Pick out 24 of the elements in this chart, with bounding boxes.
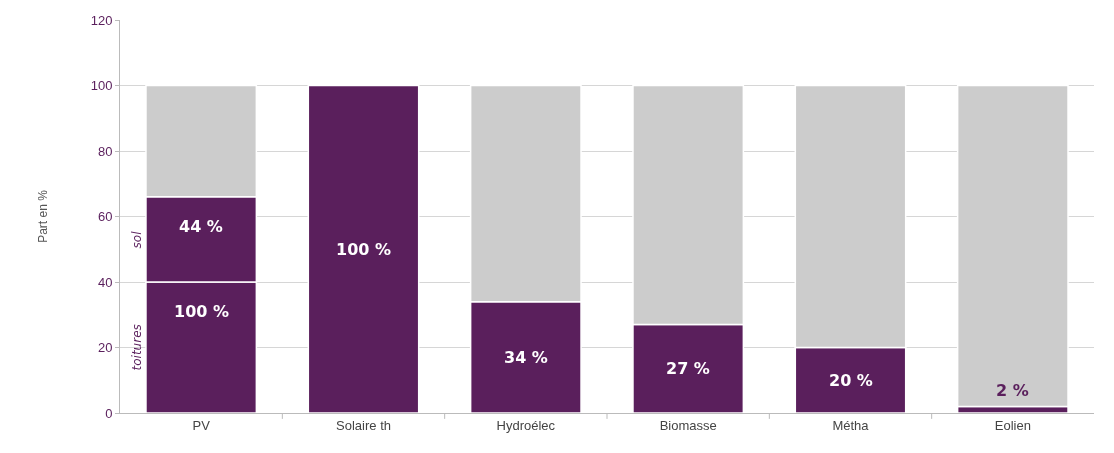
x-tick-label: Hydroélec [496,417,556,433]
x-tick-label: Solaire th [336,417,391,433]
y-tick-label: 40 [97,274,113,290]
y-tick-label: 0 [105,405,113,421]
text: sol [129,230,144,249]
data-label: 34 % [504,348,548,367]
y-tick-label: 60 [97,209,113,225]
x-tick-label: Métha [832,417,870,433]
x-tick-label: PV [192,417,211,433]
y-tick-label: 80 [97,143,113,159]
data-label: 27 % [666,359,710,378]
bar [307,84,420,413]
annotation: 44 % [179,217,223,236]
x-tick-label: Biomasse [659,417,717,433]
data-label: 2 % [996,381,1029,400]
y-tick-label: 20 [97,340,113,356]
y-tick-label: 120 [90,12,113,28]
y-axis-title: Part en % [36,189,50,243]
text: toitures [130,324,145,371]
x-tick-label: Eolien [994,417,1031,433]
data-label: 20 % [829,371,873,390]
data-label: 100 % [336,240,391,259]
annotation: 100 % [174,302,229,321]
y-tick-label: 100 [90,78,113,94]
